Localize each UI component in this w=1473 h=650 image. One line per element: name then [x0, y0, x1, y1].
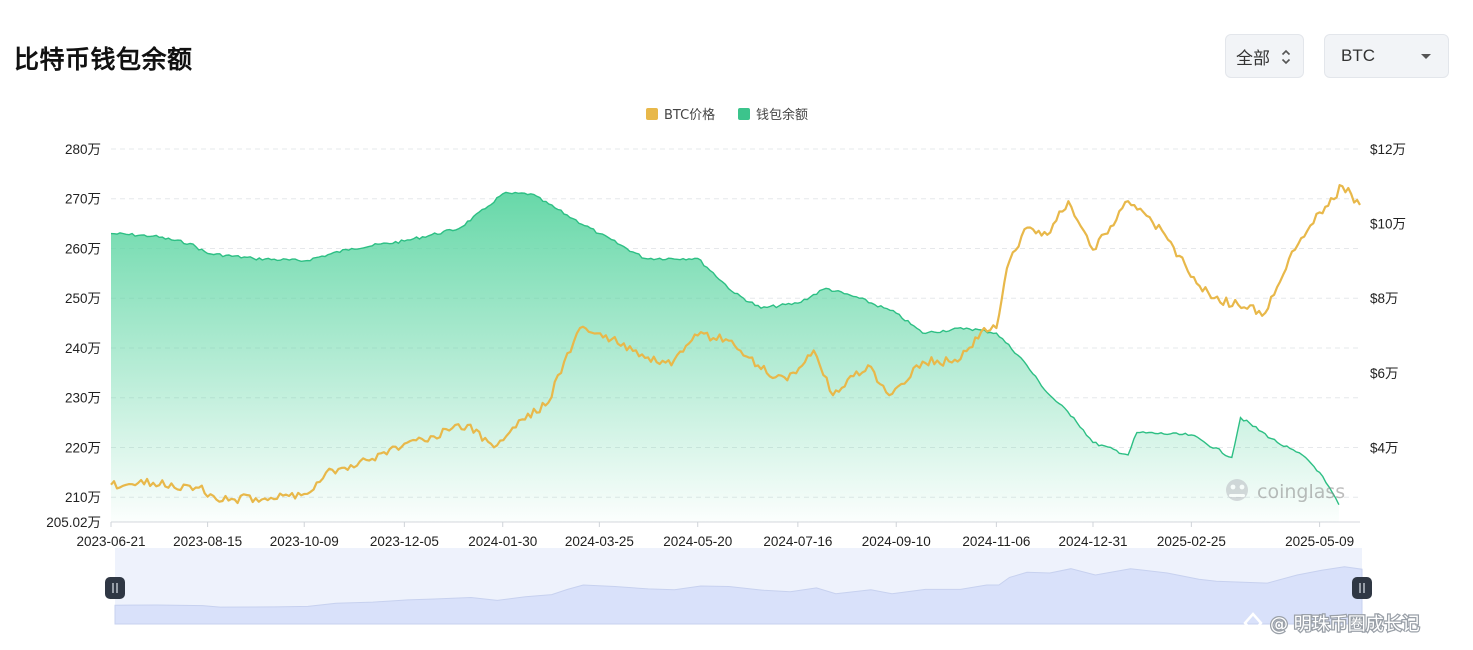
- coin-value: BTC: [1341, 46, 1375, 65]
- y-left-tick: 230万: [65, 391, 101, 406]
- balance-line: [110, 191, 1340, 506]
- y-right-tick: $8万: [1370, 291, 1399, 306]
- slider-preview-area: [114, 566, 1363, 625]
- x-tick: 2025-02-25: [1157, 534, 1226, 549]
- left-axis: 280万 270万 260万 250万 240万 230万 220万 210万 205.02万: [46, 142, 101, 530]
- y-right-tick: $6万: [1370, 366, 1399, 381]
- y-right-tick: $10万: [1370, 217, 1406, 232]
- caret-down-icon: [1421, 54, 1431, 59]
- slider-handle-right[interactable]: [1352, 577, 1372, 599]
- x-axis: 2023-06-21 2023-08-15 2023-10-09 2023-12-05…: [76, 522, 1354, 549]
- credit-watermark: @ 明珠币圈成长记: [1243, 612, 1421, 636]
- time-range-select[interactable]: 全部: [1225, 34, 1304, 78]
- x-tick: 2024-01-30: [468, 534, 537, 549]
- legend-swatch-price: [646, 108, 658, 120]
- page-title: 比特币钱包余额: [14, 45, 193, 74]
- sort-arrows-icon: [1281, 49, 1291, 65]
- legend-item-price[interactable]: BTC价格: [646, 107, 715, 123]
- legend-item-balance[interactable]: 钱包余额: [738, 107, 808, 123]
- legend-label-balance: 钱包余额: [756, 107, 808, 123]
- y-right-tick: $12万: [1370, 142, 1406, 157]
- x-tick: 2025-05-09: [1285, 534, 1354, 549]
- coinglass-watermark-text: coinglass: [1257, 481, 1345, 503]
- x-tick: 2023-10-09: [270, 534, 339, 549]
- y-left-tick: 210万: [65, 490, 101, 505]
- legend[interactable]: BTC价格 钱包余额: [646, 107, 808, 123]
- y-left-tick: 270万: [65, 192, 101, 207]
- x-tick: 2023-08-15: [173, 534, 242, 549]
- x-tick: 2024-03-25: [565, 534, 634, 549]
- y-left-tick: 280万: [65, 142, 101, 157]
- y-left-tick: 205.02万: [46, 515, 101, 530]
- x-tick: 2024-07-16: [763, 534, 832, 549]
- x-tick: 2024-11-06: [962, 534, 1030, 549]
- x-tick: 2024-05-20: [663, 534, 732, 549]
- data-zoom-slider[interactable]: [105, 548, 1372, 625]
- x-tick: 2024-09-10: [862, 534, 931, 549]
- credit-watermark-text: @ 明珠币圈成长记: [1270, 614, 1420, 635]
- x-tick: 2023-12-05: [370, 534, 439, 549]
- price-line: [110, 184, 1361, 505]
- time-range-value: 全部: [1236, 48, 1270, 68]
- y-left-tick: 240万: [65, 341, 101, 356]
- y-left-tick: 260万: [65, 241, 101, 256]
- x-tick: 2024-12-31: [1058, 534, 1127, 549]
- coinglass-watermark: coinglass: [1226, 479, 1345, 503]
- y-left-tick: 220万: [65, 440, 101, 455]
- diamond-icon: [1243, 612, 1263, 634]
- y-left-tick: 250万: [65, 291, 101, 306]
- y-right-tick: $4万: [1370, 440, 1399, 455]
- coin-select[interactable]: BTC: [1324, 34, 1449, 78]
- balance-area: [111, 192, 1339, 522]
- right-axis: $12万 $10万 $8万 $6万 $4万: [1370, 142, 1406, 455]
- legend-label-price: BTC价格: [664, 107, 715, 123]
- coinglass-logo-icon: [1226, 479, 1248, 501]
- legend-swatch-balance: [738, 108, 750, 120]
- x-tick: 2023-06-21: [76, 534, 145, 549]
- slider-handle-left[interactable]: [105, 577, 125, 599]
